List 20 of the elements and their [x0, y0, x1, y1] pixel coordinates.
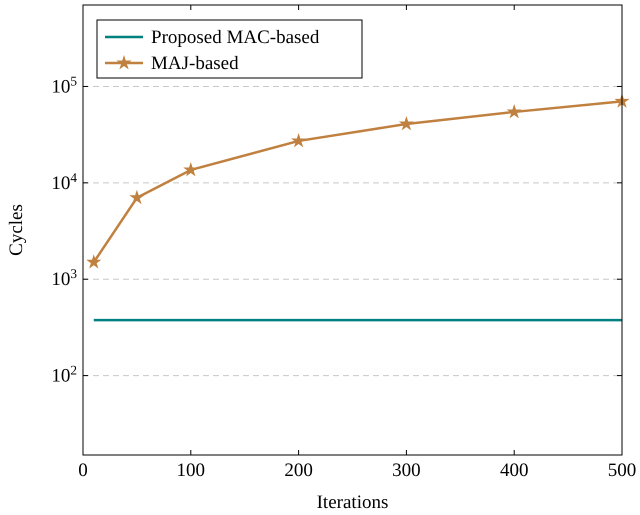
y-tick-label: 10$^{2}$ — [51, 362, 77, 387]
y-tick-label: 10$^{5}$ — [51, 72, 78, 98]
x-tick-label: 0 — [78, 460, 88, 481]
y-tick-label: 10$^{4}$ — [51, 169, 78, 194]
x-tick-label: 400 — [500, 460, 528, 481]
point — [292, 134, 306, 147]
x-axis-title: Iterations — [316, 492, 388, 513]
y-tick-label: 10$^{3}$ — [51, 266, 78, 290]
x-tick-label: 500 — [608, 460, 636, 481]
point — [130, 190, 144, 204]
point — [184, 163, 198, 176]
x-tick-label: 100 — [176, 460, 206, 481]
x-tick-label: 300 — [392, 460, 421, 481]
point — [508, 105, 521, 118]
point — [87, 255, 100, 268]
point — [400, 117, 413, 130]
x-tick-label: 200 — [284, 460, 313, 481]
legend-label: MAJ-based — [151, 53, 240, 74]
legend-label: Proposed MAC-based — [151, 27, 320, 48]
y-axis-title: Cycles — [6, 204, 27, 256]
